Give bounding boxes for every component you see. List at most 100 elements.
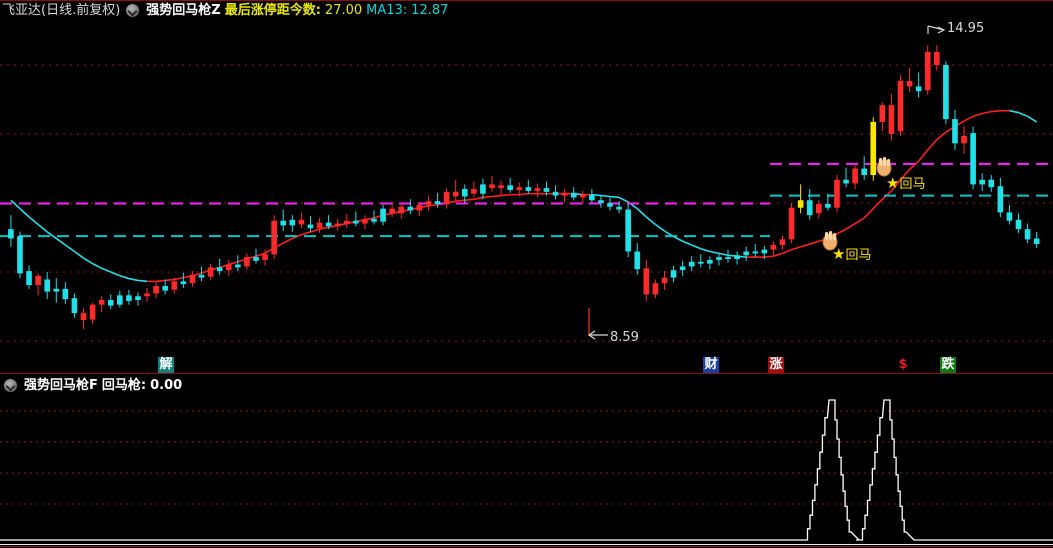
ma13-segment: [600, 194, 611, 198]
candle: [670, 265, 677, 283]
ma13-segment: [936, 131, 947, 141]
candle: [235, 255, 241, 272]
candle-body: [216, 267, 223, 272]
candle-body: [707, 259, 713, 264]
candle: [634, 243, 641, 275]
metric-value: 27.00: [324, 3, 363, 18]
candle-body: [489, 184, 495, 189]
candle: [334, 218, 341, 231]
candle-body: [353, 220, 359, 224]
chevron-down-circle-icon[interactable]: [4, 379, 17, 392]
candle: [970, 126, 976, 190]
price-chart-pane[interactable]: [0, 20, 1053, 375]
sub-indicator-name-label: 强势回马枪F: [24, 378, 98, 393]
candle: [180, 272, 187, 288]
signal-text-2: 回马: [899, 177, 926, 192]
candle-body: [625, 209, 631, 252]
candle: [643, 259, 650, 301]
candle-body: [534, 188, 541, 191]
candle: [598, 194, 604, 208]
ma13-segment: [836, 228, 847, 235]
candle-body: [997, 186, 1004, 213]
ma13-segment: [455, 199, 465, 202]
candle: [734, 251, 740, 265]
candle: [371, 210, 377, 225]
marker-jie[interactable]: 解: [158, 357, 174, 373]
candle-body: [307, 224, 314, 229]
candle-body: [525, 187, 532, 191]
candle: [788, 203, 795, 244]
candle-body: [933, 51, 940, 66]
candle: [625, 203, 631, 258]
candle: [743, 246, 749, 261]
ma13-segment: [255, 252, 266, 257]
candle-body: [670, 270, 677, 278]
candle-body: [253, 257, 259, 261]
ma13-segment: [609, 195, 620, 199]
candle-body: [289, 219, 296, 226]
ma13-segment: [128, 277, 139, 282]
ma13-segment: [809, 240, 820, 245]
candle-body: [1015, 219, 1022, 230]
chevron-down-circle-icon[interactable]: [126, 4, 140, 17]
candle: [534, 183, 541, 198]
ma13-segment: [890, 179, 902, 192]
marker-zhang[interactable]: 涨: [768, 357, 784, 373]
candle-body: [80, 313, 87, 321]
marker-cai[interactable]: 财: [703, 357, 719, 373]
candle-body: [752, 251, 759, 254]
candle: [797, 184, 804, 214]
candle: [135, 292, 141, 306]
ma-value: 12.87: [411, 3, 449, 18]
high-price-annotation: 14.95: [947, 21, 985, 36]
signal-label-1: ★回马: [832, 247, 871, 263]
ma13-segment: [37, 223, 48, 233]
candle-body: [17, 236, 23, 274]
ma13-segment: [673, 235, 683, 242]
candle: [997, 177, 1004, 218]
candle-body: [480, 184, 486, 194]
candle-body: [471, 189, 477, 194]
candle: [1006, 204, 1013, 225]
candle-body: [961, 135, 967, 144]
ma13-segment: [73, 250, 84, 259]
candle: [933, 44, 940, 71]
candle: [761, 245, 768, 259]
indicator-line: [0, 399, 1053, 541]
candle: [589, 189, 595, 204]
marker-dollar[interactable]: $: [898, 357, 908, 372]
ma13-segment: [301, 231, 311, 236]
candle-body: [943, 65, 949, 120]
ma13-segment: [55, 237, 66, 246]
candle-body: [126, 295, 132, 301]
candle: [153, 282, 159, 299]
candle: [770, 241, 777, 256]
sub-metric-label: 回马枪:: [101, 378, 147, 393]
candle-body: [71, 298, 78, 314]
ma13-segment: [899, 168, 911, 181]
sub-metric-value: 0.00: [150, 378, 183, 393]
indicator-chart-pane[interactable]: [0, 395, 1053, 547]
candle-body: [434, 201, 441, 204]
candle: [198, 266, 205, 282]
candle-body: [180, 281, 187, 285]
candle-body: [443, 191, 450, 204]
candle-body: [788, 207, 795, 240]
candle-body: [117, 295, 123, 305]
candle: [779, 235, 786, 250]
ma13-segment: [791, 246, 801, 251]
candle: [906, 67, 913, 93]
ma13-segment: [110, 271, 121, 277]
candle-body: [743, 251, 749, 256]
top-border: [0, 0, 1053, 1]
candle: [316, 217, 323, 233]
candle-body: [888, 105, 895, 135]
symbol-label: 飞亚达(日线.前复权): [2, 3, 121, 18]
marker-die[interactable]: 跌: [940, 357, 956, 373]
candle: [561, 189, 568, 203]
candle-body: [915, 86, 922, 92]
candle: [443, 188, 450, 209]
candle: [897, 75, 904, 136]
candle: [516, 182, 523, 197]
ma13-segment: [872, 198, 883, 210]
